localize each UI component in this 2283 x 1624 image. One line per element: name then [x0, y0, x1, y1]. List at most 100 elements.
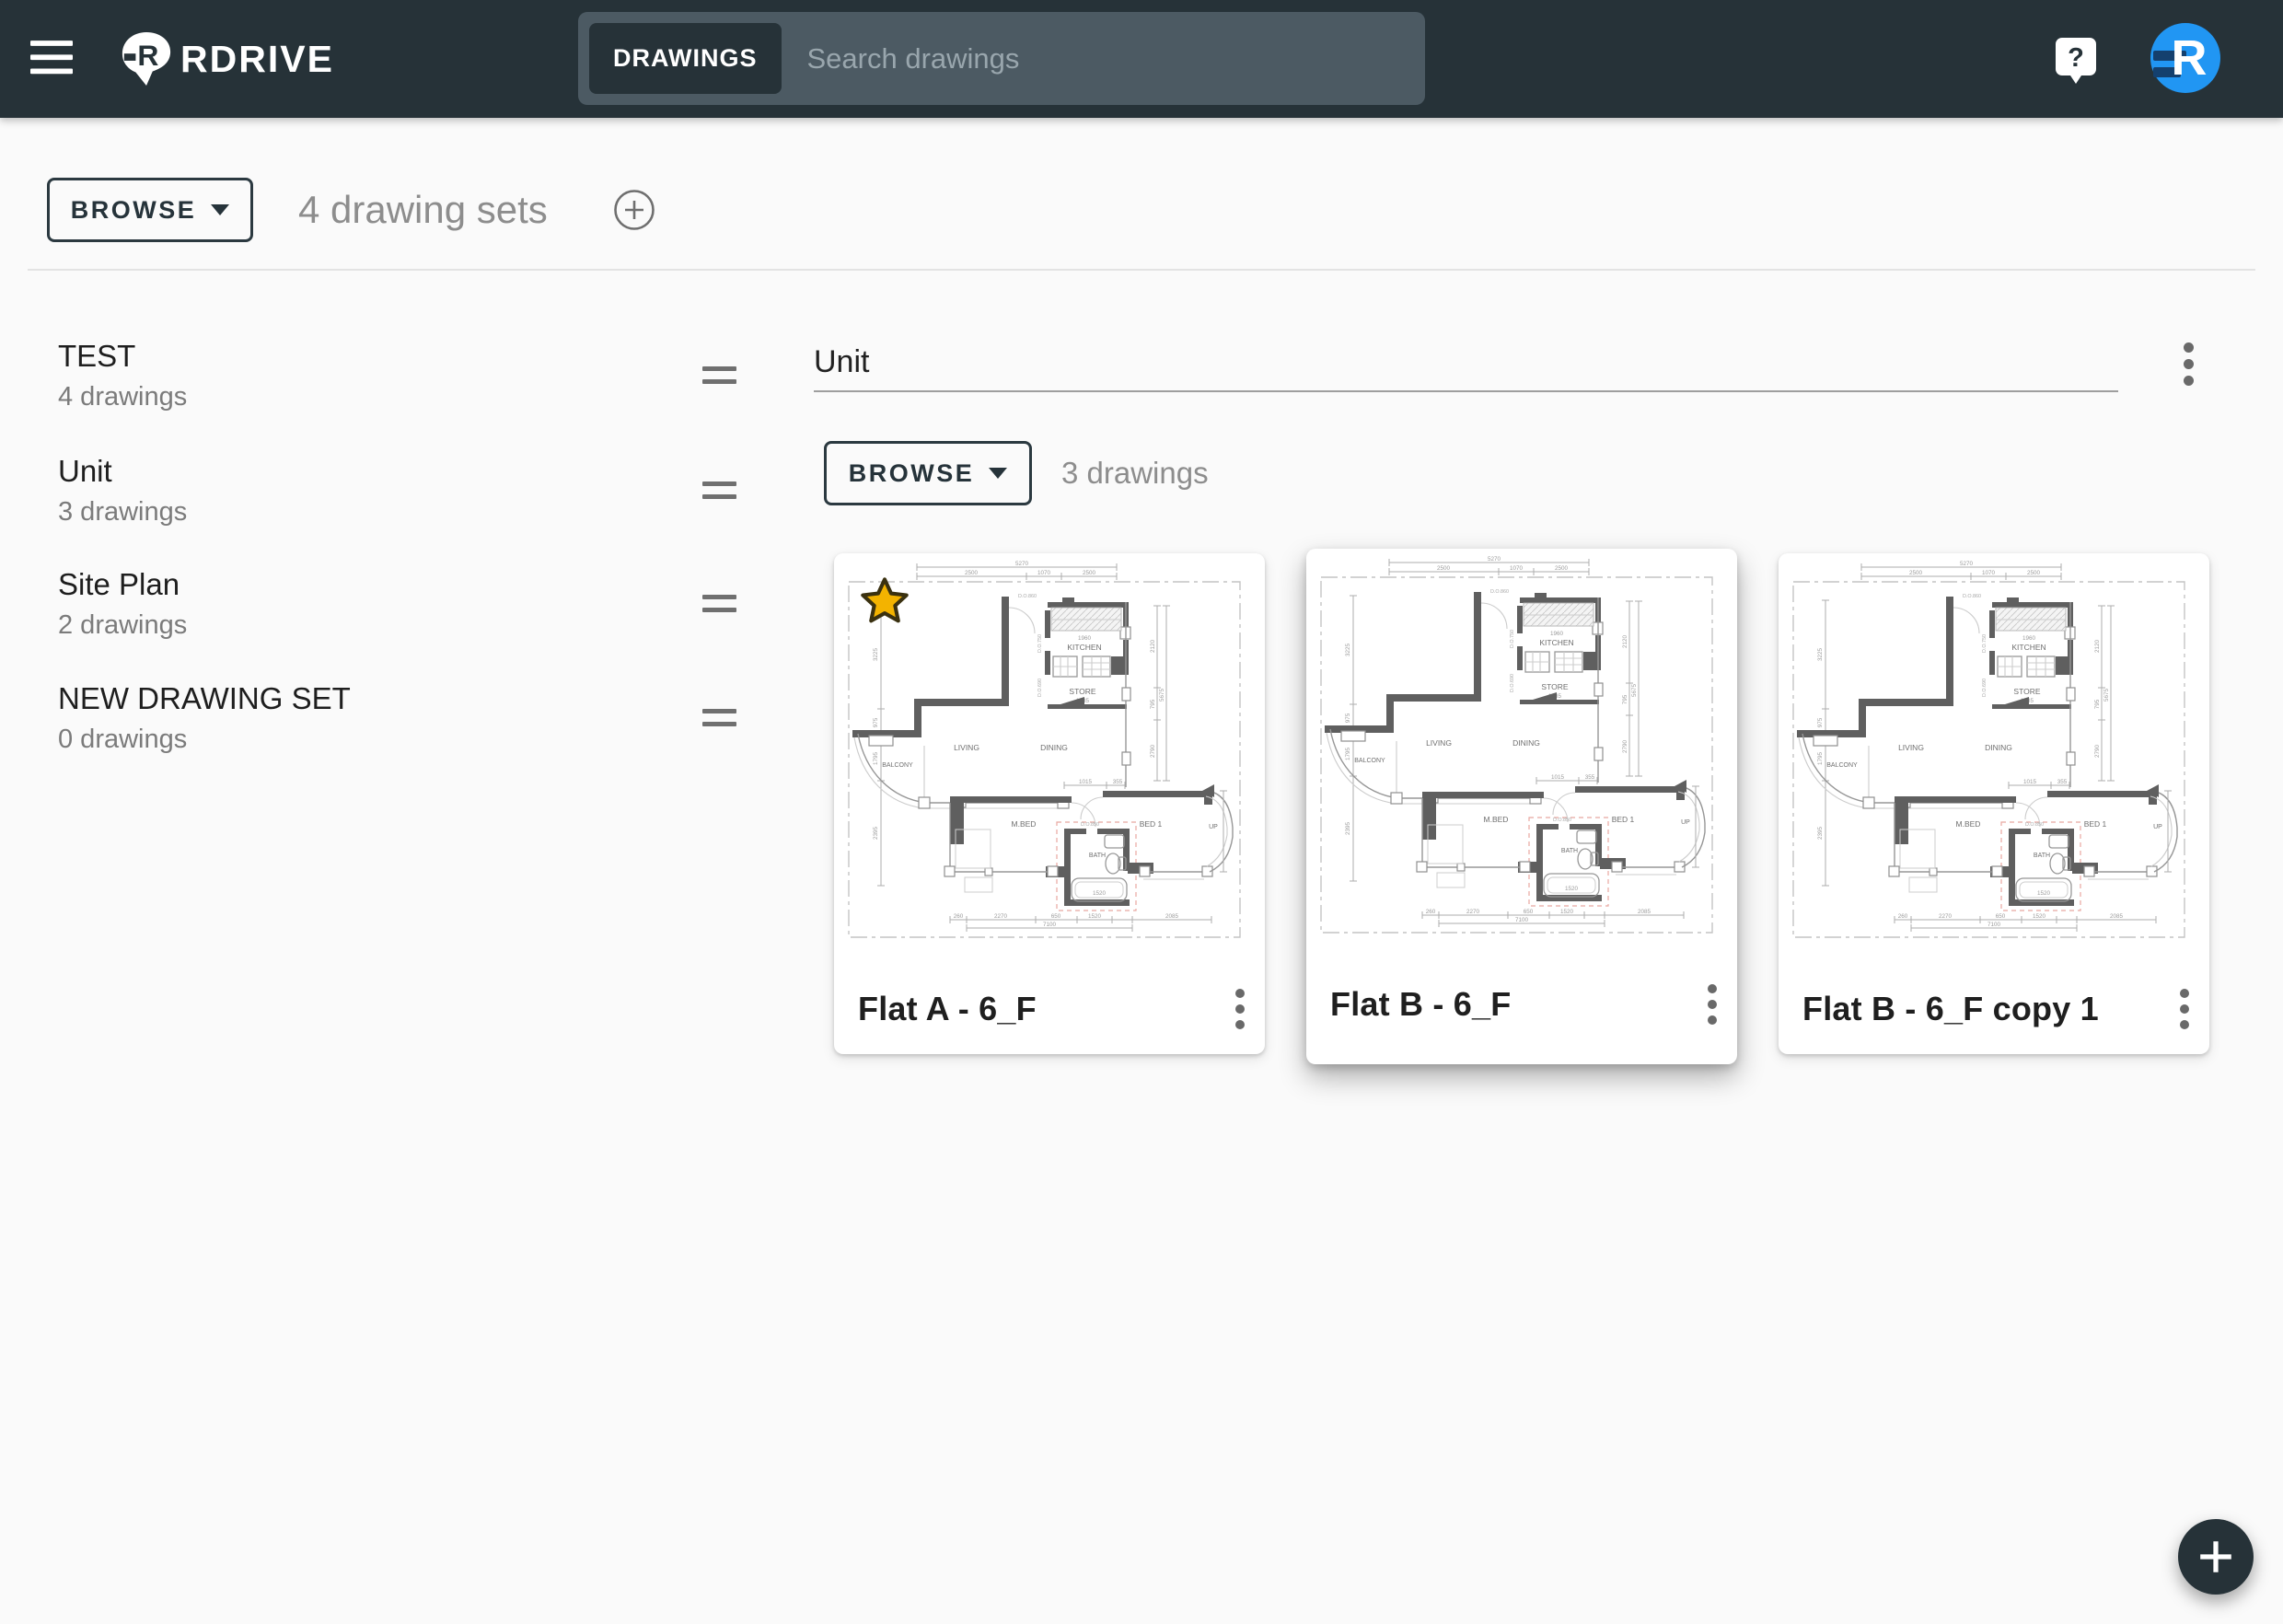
- sidebar-item-test[interactable]: TEST 4 drawings: [58, 339, 746, 412]
- drag-handle-icon[interactable]: [697, 476, 742, 505]
- sidebar-item-site-plan[interactable]: Site Plan 2 drawings: [58, 567, 746, 641]
- dim-label: 2120: [2094, 640, 2101, 654]
- dim-label: 3225: [873, 648, 879, 662]
- drag-handle-icon[interactable]: [697, 589, 742, 618]
- dim-label: 975: [1345, 713, 1351, 723]
- drawing-set-count: 4 drawings: [58, 382, 188, 412]
- room-label-up: UP: [1681, 819, 1690, 826]
- dim-label: 260: [1898, 913, 1908, 920]
- drawing-set-name: TEST: [58, 339, 136, 373]
- browse-drawings-button[interactable]: BROWSE: [824, 441, 1032, 505]
- logo-letter: R: [137, 39, 158, 72]
- drawing-title: Flat B - 6_F copy 1: [1802, 990, 2099, 1027]
- add-drawing-fab[interactable]: [2178, 1519, 2254, 1595]
- drawing-set-count: 0 drawings: [58, 725, 188, 754]
- room-label-bed1: BED 1: [2084, 819, 2107, 829]
- dim-label: 2500: [1909, 570, 1923, 576]
- door-label: D.O.750: [1982, 634, 1987, 653]
- door-label: D.O.860: [1963, 594, 1981, 599]
- drawing-menu-kebab-button[interactable]: [1698, 975, 1726, 1034]
- drawing-thumbnail[interactable]: 5270 2500 1070 2500 3225 975 1795 2395 D…: [1779, 553, 2209, 969]
- account-avatar[interactable]: R: [2150, 22, 2221, 94]
- add-drawing-set-button[interactable]: [613, 189, 655, 231]
- drawing-thumbnail[interactable]: 5270 2500 1070 2500 3225 975 1795 2395 D…: [1306, 549, 1737, 965]
- drawing-set-name: NEW DRAWING SET: [58, 681, 351, 715]
- dim-label: 5270: [1015, 561, 1029, 567]
- drag-handle-icon[interactable]: [697, 703, 742, 732]
- dim-label: 2790: [1622, 740, 1628, 754]
- dim-label: 1520: [2033, 913, 2046, 920]
- drawing-set-name: Site Plan: [58, 567, 180, 601]
- room-label-kitchen: KITCHEN: [1067, 643, 1101, 652]
- drawing-menu-kebab-button[interactable]: [1226, 980, 1254, 1038]
- drawing-set-count: 2 drawings: [58, 610, 188, 640]
- dim-label: 2500: [1083, 570, 1096, 576]
- door-label: D.O.690: [1037, 679, 1043, 697]
- room-label-mbed: M.BED: [1012, 819, 1037, 829]
- star-icon[interactable]: [858, 575, 911, 629]
- app-logo: R RDRIVE: [120, 30, 334, 87]
- dim-label: 2085: [1165, 913, 1179, 920]
- dim-label: 1795: [1345, 748, 1351, 761]
- dim-label: 795: [1622, 694, 1628, 704]
- set-menu-kebab-button[interactable]: [2174, 333, 2203, 395]
- drag-handle-icon[interactable]: [697, 361, 742, 389]
- browse-sets-button[interactable]: BROWSE: [47, 178, 253, 242]
- dim-label: 975: [1817, 717, 1824, 727]
- drawings-count-label: 3 drawings: [1061, 456, 1209, 490]
- set-name-input[interactable]: [814, 342, 2118, 392]
- drawing-card-flat-b[interactable]: 5270 2500 1070 2500 3225 975 1795 2395 D…: [1306, 549, 1737, 1064]
- dim-label: 1960: [1550, 631, 1564, 637]
- dim-label: 650: [1996, 913, 2006, 920]
- door-label: D.O.750: [1037, 634, 1043, 653]
- sidebar-item-new-drawing-set[interactable]: NEW DRAWING SET 0 drawings: [58, 681, 746, 755]
- room-label-living: LIVING: [954, 743, 979, 752]
- sidebar-item-unit[interactable]: Unit 3 drawings: [58, 454, 746, 528]
- room-label-kitchen: KITCHEN: [2011, 643, 2045, 652]
- drawing-menu-kebab-button[interactable]: [2171, 980, 2198, 1038]
- dim-label: 1795: [873, 752, 879, 766]
- search-scope-chip[interactable]: DRAWINGS: [589, 23, 782, 94]
- dim-label: 3225: [1817, 648, 1824, 662]
- drawing-card-flat-b-copy[interactable]: 5270 2500 1070 2500 3225 975 1795 2395 D…: [1779, 553, 2209, 1054]
- drawing-thumbnail[interactable]: 5270 2500 1070 2500 3225 975 1795 2395 D…: [834, 553, 1265, 969]
- door-label: D.O.860: [1018, 594, 1037, 599]
- room-label-store: STORE: [1069, 687, 1095, 696]
- dim-label: 5675: [2103, 689, 2110, 702]
- drawings-grid: 5270 2500 1070 2500 3225 975 1795 2395 D…: [834, 549, 2209, 1064]
- dim-label: 2500: [1437, 565, 1451, 572]
- dim-label: 795: [1150, 699, 1156, 709]
- dim-label: 5675: [1631, 684, 1638, 698]
- dim-label: 7100: [1515, 917, 1529, 923]
- hamburger-menu-icon[interactable]: [28, 39, 75, 79]
- dim-label: 5270: [1960, 561, 1974, 567]
- door-label: D.O.850: [1081, 822, 1099, 828]
- room-label-kitchen: KITCHEN: [1539, 638, 1573, 647]
- dim-label: 2270: [1466, 909, 1480, 915]
- avatar-letter: R: [2172, 30, 2208, 86]
- room-label-balcony: BALCONY: [882, 762, 913, 769]
- card-footer: Flat B - 6_F copy 1: [1779, 969, 2209, 1049]
- search-input[interactable]: [805, 41, 1407, 76]
- room-label-balcony: BALCONY: [1354, 758, 1385, 764]
- dim-label: 2395: [1817, 827, 1824, 841]
- drawing-card-flat-a[interactable]: 5270 2500 1070 2500 3225 975 1795 2395 D…: [834, 553, 1265, 1054]
- room-label-bath: BATH: [2034, 853, 2050, 859]
- dim-label: 650: [1051, 913, 1061, 920]
- dim-label: 1015: [1551, 774, 1565, 781]
- dim-label: 2500: [1555, 565, 1569, 572]
- dim-label: 7100: [1043, 922, 1057, 928]
- search-bar: DRAWINGS: [578, 12, 1425, 105]
- dim-label: 5270: [1488, 556, 1501, 563]
- chevron-down-icon: [989, 468, 1008, 479]
- help-button[interactable]: ?: [2055, 37, 2097, 85]
- room-label-bed1: BED 1: [1612, 815, 1635, 824]
- plus-icon: [2200, 1541, 2231, 1572]
- browse-sets-label: BROWSE: [70, 195, 197, 224]
- door-label: D.O.690: [1982, 679, 1987, 697]
- room-label-bed1: BED 1: [1140, 819, 1163, 829]
- avatar-icon: R: [2150, 23, 2220, 93]
- dim-label: 355: [2057, 779, 2068, 785]
- help-glyph: ?: [2068, 43, 2084, 73]
- room-label-up: UP: [2153, 824, 2162, 830]
